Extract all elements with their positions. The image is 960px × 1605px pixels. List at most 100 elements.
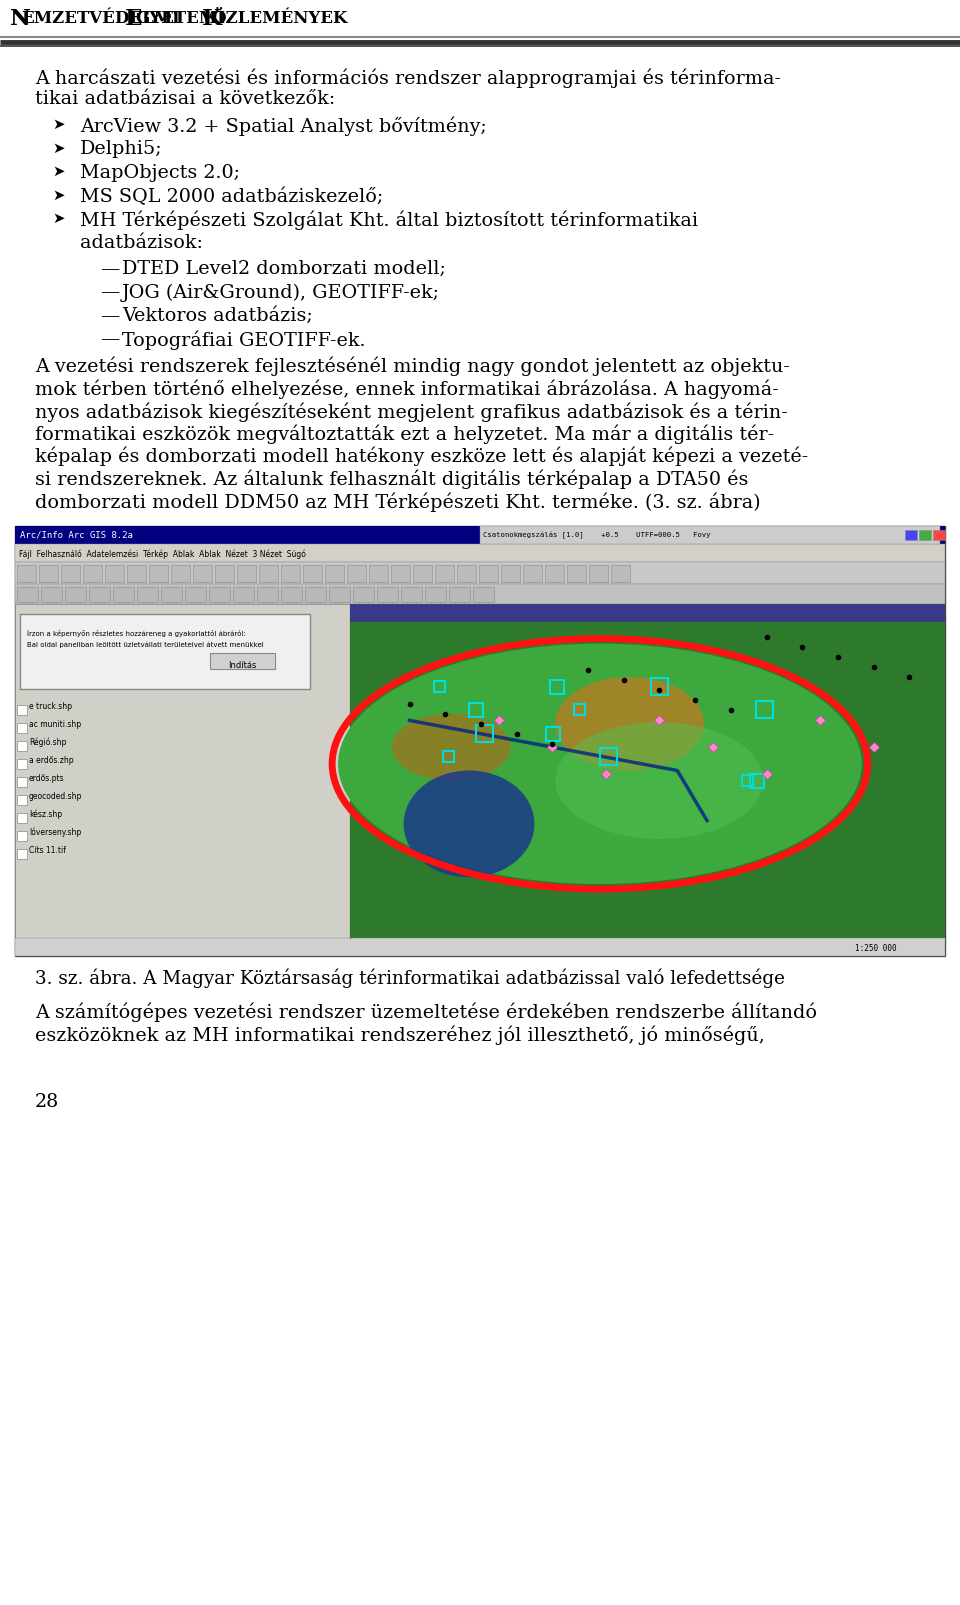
Bar <box>413 565 432 583</box>
Bar <box>15 544 945 562</box>
Bar <box>545 565 564 583</box>
Text: Topográfiai GEOTIFF-ek.: Topográfiai GEOTIFF-ek. <box>122 331 366 350</box>
Ellipse shape <box>338 644 862 884</box>
Bar <box>17 587 38 602</box>
Bar <box>193 565 212 583</box>
Bar <box>369 565 388 583</box>
Bar <box>501 565 520 583</box>
Bar <box>17 849 27 859</box>
Bar <box>305 587 326 602</box>
Text: domborzati modell DDM50 az MH Térképészeti Kht. terméke. (3. sz. ábra): domborzati modell DDM50 az MH Térképésze… <box>35 491 760 510</box>
Text: Bal oldal panellban leöltött üzletvállati területeivel átvett menükkel: Bal oldal panellban leöltött üzletvállat… <box>27 640 264 647</box>
Bar <box>209 587 230 602</box>
Text: tikai adatbázisai a következők:: tikai adatbázisai a következők: <box>35 90 335 109</box>
Bar <box>574 705 585 716</box>
Text: Írzon a képernyőn részletes hozzáreneg a gyakorlattól ábráról:: Írzon a képernyőn részletes hozzáreneg a… <box>27 629 246 637</box>
Bar <box>742 775 753 786</box>
Bar <box>137 587 158 602</box>
Bar <box>919 530 931 541</box>
Text: —: — <box>100 284 119 302</box>
Bar <box>457 565 476 583</box>
Text: nyos adatbázisok kiegészítéseként megjelent grafikus adatbázisok és a térin-: nyos adatbázisok kiegészítéseként megjel… <box>35 401 788 421</box>
Bar <box>259 565 278 583</box>
Text: ➤: ➤ <box>52 188 64 202</box>
Text: MapObjects 2.0;: MapObjects 2.0; <box>80 164 240 181</box>
Bar <box>589 565 608 583</box>
Bar <box>281 587 302 602</box>
Bar <box>171 565 190 583</box>
Text: MH Térképészeti Szolgálat Kht. által biztosított térinformatikai: MH Térképészeti Szolgálat Kht. által biz… <box>80 210 698 231</box>
Bar <box>237 565 256 583</box>
Bar <box>444 751 454 762</box>
Bar <box>210 653 275 669</box>
Bar <box>127 565 146 583</box>
Bar <box>15 603 350 937</box>
Text: —: — <box>100 307 119 324</box>
Bar <box>17 705 27 716</box>
Bar <box>329 587 350 602</box>
Text: K: K <box>202 8 222 30</box>
Bar <box>523 565 542 583</box>
Bar <box>161 587 182 602</box>
Text: ac muniti.shp: ac muniti.shp <box>29 719 82 729</box>
Bar <box>185 587 206 602</box>
Bar <box>15 584 945 603</box>
Bar <box>17 794 27 806</box>
Bar <box>434 682 445 693</box>
Ellipse shape <box>555 677 704 770</box>
Bar <box>303 565 322 583</box>
Bar <box>15 937 945 957</box>
Bar <box>756 701 773 719</box>
Text: Fájl  Felhasználó  Adatelemzési  Térkép  Ablak  Ablak  Nézet  3 Nézet  Súgó: Fájl Felhasználó Adatelemzési Térkép Abl… <box>19 549 306 559</box>
Text: N: N <box>10 8 31 30</box>
Text: erdős.pts: erdős.pts <box>29 774 64 783</box>
Text: a erdős.zhp: a erdős.zhp <box>29 756 74 764</box>
Bar <box>17 565 36 583</box>
Bar <box>149 565 168 583</box>
Bar <box>39 565 58 583</box>
Text: Csatonokmegszálás [1.0]    +0.5    UTFF=000.5   Fovy: Csatonokmegszálás [1.0] +0.5 UTFF=000.5 … <box>483 531 710 539</box>
Text: 1:250 000: 1:250 000 <box>855 944 897 952</box>
Bar <box>550 681 564 695</box>
Text: lóverseny.shp: lóverseny.shp <box>29 827 82 836</box>
Text: ➤: ➤ <box>52 210 64 226</box>
Text: 3. sz. ábra. A Magyar Köztársaság térinformatikai adatbázissal való lefedettsége: 3. sz. ábra. A Magyar Köztársaság térinf… <box>35 968 785 987</box>
Text: eszközöknek az MH informatikai rendszeréhez jól illeszthető, jó minőségű,: eszközöknek az MH informatikai rendszeré… <box>35 1026 765 1045</box>
Bar <box>281 565 300 583</box>
Bar <box>350 603 945 937</box>
Bar <box>83 565 102 583</box>
Bar <box>377 587 398 602</box>
Text: Vektoros adatbázis;: Vektoros adatbázis; <box>122 307 313 324</box>
Ellipse shape <box>392 714 511 782</box>
Bar <box>17 777 27 786</box>
Bar <box>546 727 560 742</box>
Bar <box>479 565 498 583</box>
Text: si rendszereknek. Az általunk felhasznált digitális térképalap a DTA50 és: si rendszereknek. Az általunk felhasznál… <box>35 469 749 488</box>
Text: E: E <box>125 8 142 30</box>
Bar <box>350 603 945 937</box>
Text: ➤: ➤ <box>52 164 64 178</box>
Text: A számítógépes vezetési rendszer üzemeltetése érdekében rendszerbe állítandó: A számítógépes vezetési rendszer üzemelt… <box>35 1003 817 1022</box>
Text: Régió.shp: Régió.shp <box>29 737 66 746</box>
Bar <box>476 725 493 742</box>
Bar <box>353 587 374 602</box>
Bar <box>17 722 27 733</box>
Bar <box>468 705 483 717</box>
Text: mok térben történő elhelyezése, ennek informatikai ábrázolása. A hagyomá-: mok térben történő elhelyezése, ennek in… <box>35 379 779 398</box>
Text: geocoded.shp: geocoded.shp <box>29 791 83 801</box>
Bar <box>65 587 86 602</box>
Bar <box>611 565 630 583</box>
Bar <box>113 587 134 602</box>
Bar <box>17 742 27 751</box>
Text: DTED Level2 domborzati modell;: DTED Level2 domborzati modell; <box>122 260 445 278</box>
Bar <box>401 587 422 602</box>
Bar <box>391 565 410 583</box>
Bar <box>435 565 454 583</box>
Text: Cíts 11.tif: Cíts 11.tif <box>29 846 66 854</box>
Bar <box>347 565 366 583</box>
Text: ArcView 3.2 + Spatial Analyst bővítmény;: ArcView 3.2 + Spatial Analyst bővítmény; <box>80 117 487 136</box>
Text: A harcászati vezetési és információs rendszer alapprogramjai és térinforma-: A harcászati vezetési és információs ren… <box>35 67 781 87</box>
Bar <box>933 530 945 541</box>
Text: —: — <box>100 260 119 278</box>
Bar <box>20 615 310 689</box>
